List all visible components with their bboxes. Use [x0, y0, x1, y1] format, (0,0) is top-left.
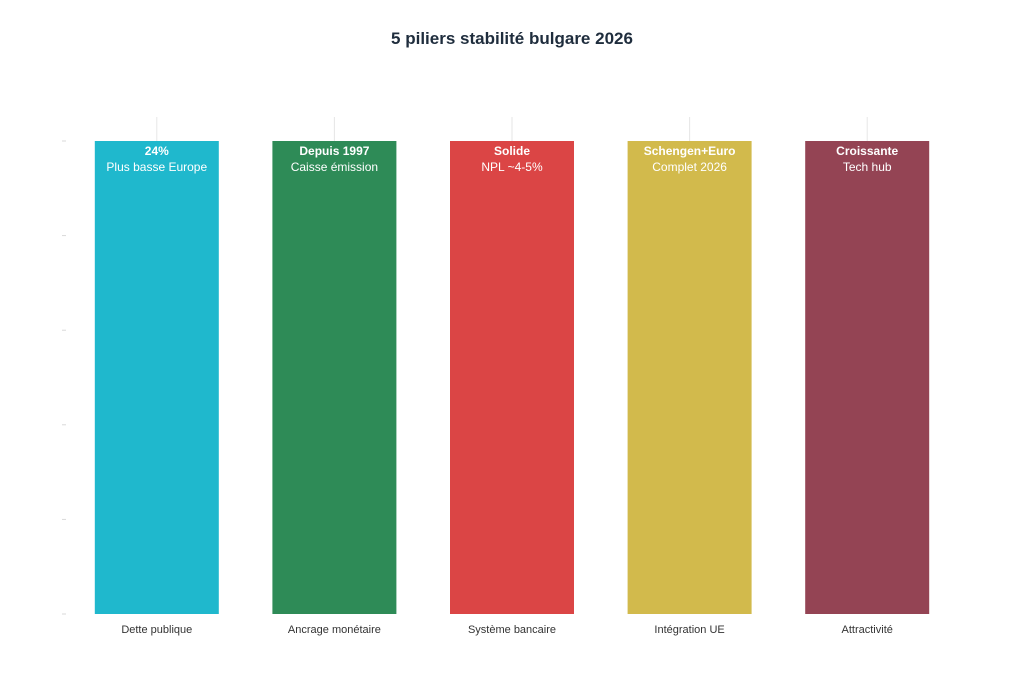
x-tick-label: Système bancaire	[468, 624, 556, 636]
bar-data-sublabel: Tech hub	[843, 160, 892, 174]
bar	[94, 141, 219, 614]
x-tick-label: Attractivité	[842, 624, 893, 636]
bar-data-label: Depuis 1997	[299, 144, 369, 158]
bar-data-sublabel: Plus basse Europe	[106, 160, 207, 174]
bar-data-label: Croissante	[836, 144, 898, 158]
bar-data-label: Schengen+Euro	[644, 144, 736, 158]
chart-title: 5 piliers stabilité bulgare 2026	[391, 29, 633, 48]
bar-data-sublabel: NPL ~4-5%	[481, 160, 543, 174]
bar	[272, 141, 397, 614]
x-tick-label: Intégration UE	[654, 624, 724, 636]
bar-data-sublabel: Complet 2026	[652, 160, 727, 174]
bar	[627, 141, 752, 614]
chart-bars: 24% Plus basse Europe Depuis 1997 Caisse ém…	[94, 141, 930, 614]
bar	[805, 141, 930, 614]
bar-data-label: 24%	[145, 144, 169, 158]
bar-data-label: Solide	[494, 144, 530, 158]
x-tick-label: Dette publique	[121, 624, 192, 636]
x-tick-label: Ancrage monétaire	[288, 624, 381, 636]
bar-data-sublabel: Caisse émission	[291, 160, 378, 174]
bar	[450, 141, 574, 614]
category-labels: Dette publique Ancrage monétaire Système b…	[121, 624, 893, 636]
